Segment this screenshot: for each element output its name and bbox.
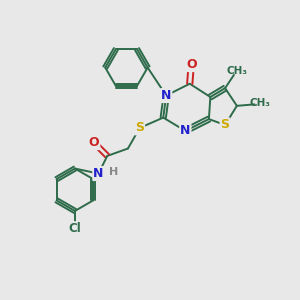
Text: S: S bbox=[220, 118, 230, 131]
Text: O: O bbox=[186, 58, 196, 71]
Text: S: S bbox=[135, 122, 144, 134]
Text: CH₃: CH₃ bbox=[249, 98, 270, 109]
Text: Cl: Cl bbox=[68, 222, 81, 235]
Text: N: N bbox=[180, 124, 190, 137]
Text: CH₃: CH₃ bbox=[226, 66, 248, 76]
Text: N: N bbox=[93, 167, 104, 180]
Text: O: O bbox=[89, 136, 99, 149]
Text: N: N bbox=[161, 89, 171, 102]
Text: H: H bbox=[109, 167, 118, 177]
